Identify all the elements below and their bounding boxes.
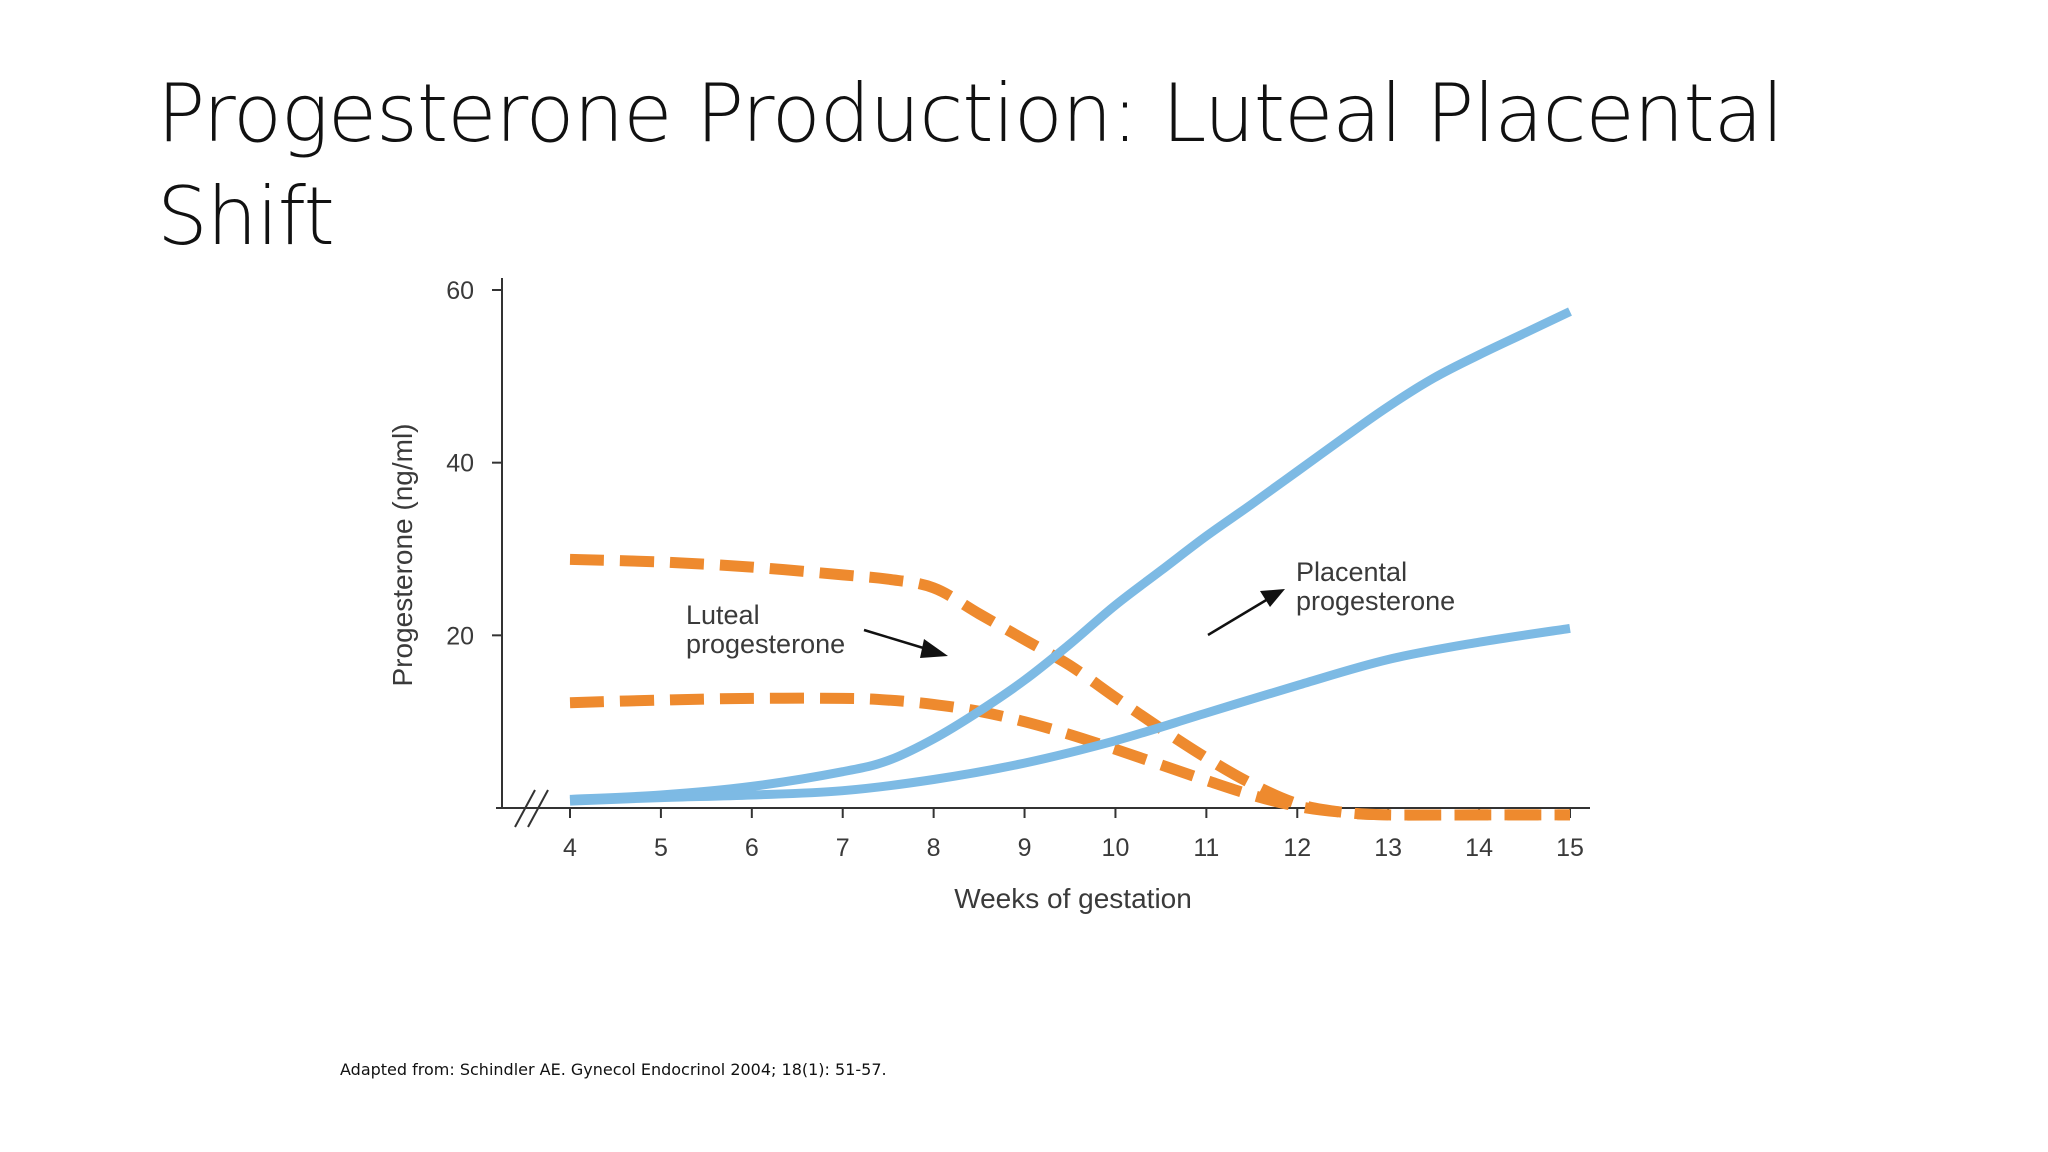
x-tick-label: 11 <box>1193 834 1219 862</box>
placental-annotation: Placental progesterone <box>1207 557 1455 637</box>
chart-axes <box>496 278 1590 828</box>
luteal-annotation-line-2: progesterone <box>686 629 845 659</box>
placental-arrowhead <box>1260 589 1285 607</box>
x-axis-label: Weeks of gestation <box>954 883 1192 914</box>
placental-arrow <box>1207 597 1269 637</box>
chart-series <box>569 307 1572 821</box>
x-tick-label: 12 <box>1283 834 1311 862</box>
placental-progesterone-line-3 <box>569 307 1572 804</box>
y-tick-label: 40 <box>446 450 474 478</box>
x-tick-label: 8 <box>927 834 941 862</box>
placental-annotation-line-2: progesterone <box>1296 586 1455 616</box>
source-footnote: Adapted from: Schindler AE. Gynecol Endo… <box>340 1060 887 1079</box>
x-tick-label: 15 <box>1556 834 1584 862</box>
luteal-arrow <box>863 628 931 652</box>
axis-break-mark <box>514 789 536 828</box>
x-tick-label: 10 <box>1102 834 1130 862</box>
placental-progesterone-line-4 <box>569 623 1571 806</box>
y-axis-label: Progesterone (ng/ml) <box>387 423 418 686</box>
placental-annotation-line-1: Placental <box>1296 557 1407 587</box>
luteal-progesterone-line-2 <box>569 692 1570 821</box>
y-tick-label: 20 <box>446 622 474 650</box>
x-tick-label: 7 <box>836 834 850 862</box>
luteal-annotation-line-1: Luteal <box>686 600 760 630</box>
x-tick-label: 13 <box>1374 834 1402 862</box>
slide-title: Progesterone Production: Luteal Placenta… <box>157 67 1784 263</box>
luteal-annotation: Luteal progesterone <box>686 600 948 659</box>
x-tick-label: 9 <box>1018 834 1032 862</box>
chart-ticks: 4 5 6 7 8 9 10 11 12 13 14 15 20 40 60 <box>446 277 1584 862</box>
axis-break-mark <box>527 789 549 828</box>
x-tick-label: 14 <box>1465 834 1493 862</box>
x-tick-label: 5 <box>654 834 668 862</box>
y-tick-label: 60 <box>446 277 474 305</box>
x-tick-label: 6 <box>745 834 759 862</box>
x-tick-label: 4 <box>563 834 577 862</box>
luteal-arrowhead <box>920 639 948 658</box>
